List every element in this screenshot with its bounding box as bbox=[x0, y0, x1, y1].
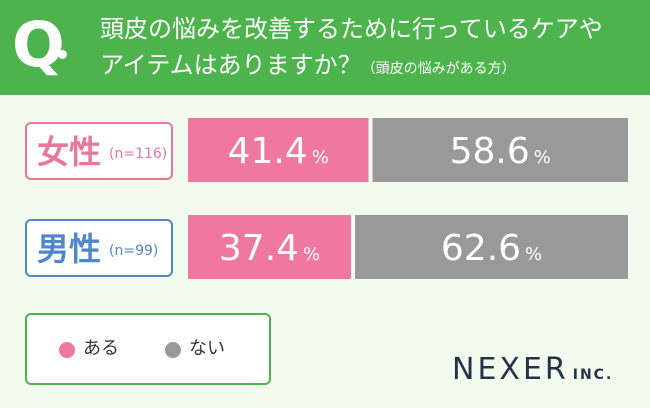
bar-yes-0 bbox=[188, 118, 369, 182]
question-line-2-text: アイテムはありますか？ bbox=[100, 51, 362, 79]
legend: ある ない bbox=[25, 313, 271, 385]
logo-sub-text: INC. bbox=[572, 367, 614, 383]
question-line-1: 頭皮の悩みを改善するために行っているケアや bbox=[100, 15, 603, 43]
legend-dot-no bbox=[165, 342, 181, 358]
bar-value-label-yes-1: 37.4% bbox=[219, 228, 320, 269]
bar-yes-1 bbox=[188, 215, 352, 279]
question-mark-dot bbox=[58, 50, 67, 59]
question-mark: Q bbox=[12, 8, 65, 81]
bar-value-label-no-1: 62.6% bbox=[441, 228, 542, 269]
group-n-female: (n=116) bbox=[109, 146, 168, 162]
group-label-male: 男性 (n=99) bbox=[25, 219, 173, 277]
bar-no-0 bbox=[372, 118, 628, 182]
bar-no-1 bbox=[355, 215, 628, 279]
logo-main-text: NEXER bbox=[452, 352, 569, 387]
group-name-male: 男性 bbox=[37, 230, 102, 268]
question-header: Q 頭皮の悩みを改善するために行っているケアや アイテムはありますか？（頭皮の悩… bbox=[0, 0, 650, 95]
question-line-2: アイテムはありますか？（頭皮の悩みがある方） bbox=[100, 50, 516, 84]
question-note: （頭皮の悩みがある方） bbox=[361, 61, 516, 77]
legend-dot-yes bbox=[59, 342, 75, 358]
group-name-female: 女性 bbox=[37, 133, 102, 171]
legend-label-yes: ある bbox=[83, 338, 119, 359]
legend-label-no: ない bbox=[189, 338, 225, 359]
bar-value-label-no-0: 58.6% bbox=[450, 131, 551, 172]
bar-value-label-yes-0: 41.4% bbox=[228, 131, 329, 172]
company-logo: NEXER INC. bbox=[452, 352, 613, 387]
group-label-female: 女性 (n=116) bbox=[25, 122, 173, 180]
group-n-male: (n=99) bbox=[109, 243, 159, 259]
